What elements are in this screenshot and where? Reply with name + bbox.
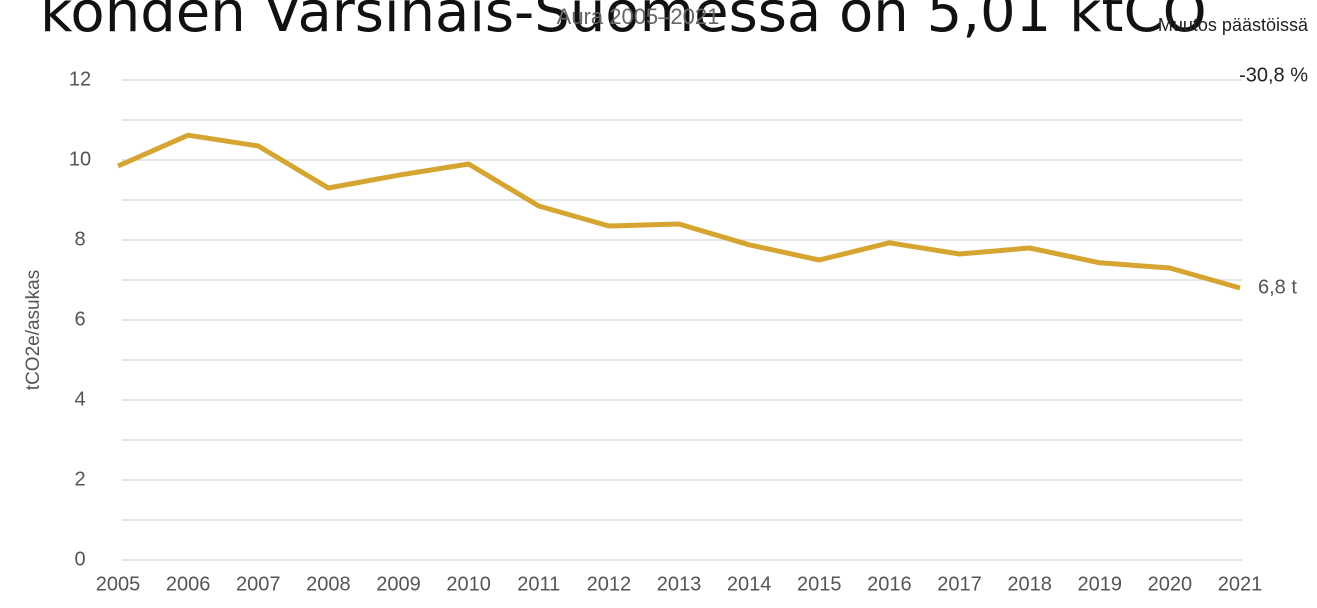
y-tick-label: 0 <box>74 548 85 570</box>
x-tick-label: 2008 <box>306 573 351 595</box>
x-tick-label: 2016 <box>867 573 912 595</box>
value-label: 6,8 t <box>1258 276 1297 298</box>
x-tick-label: 2021 <box>1218 573 1263 595</box>
y-tick-label: 8 <box>74 228 85 250</box>
y-tick-label: 2 <box>74 468 85 490</box>
y-axis-label: tCO2e/asukas <box>23 270 44 390</box>
x-tick-label: 2005 <box>96 573 141 595</box>
x-tick-label: 2011 <box>517 573 560 595</box>
x-tick-label: 2007 <box>236 573 281 595</box>
y-tick-label: 6 <box>74 308 85 330</box>
y-tick-label: 12 <box>69 68 91 90</box>
data-line <box>116 132 1241 291</box>
y-tick-label: 10 <box>69 148 91 170</box>
x-tick-label: 2020 <box>1148 573 1193 595</box>
x-tick-label: 2012 <box>587 573 632 595</box>
annotation-title: Muutos päästöissä <box>1158 15 1309 35</box>
x-tick-label: 2006 <box>166 573 211 595</box>
chart-subtitle: Aura 2005–2021 <box>557 4 720 29</box>
x-tick-label: 2019 <box>1078 573 1123 595</box>
x-tick-label: 2010 <box>446 573 491 595</box>
x-tick-label: 2015 <box>797 573 842 595</box>
y-tick-label: 4 <box>74 388 85 410</box>
overlay-text: kohden Varsinais-Suomessa on 5,01 ktCO <box>40 0 1207 45</box>
x-tick-label: 2009 <box>376 573 421 595</box>
annotation-value: -30,8 % <box>1239 64 1308 86</box>
x-tick-label: 2018 <box>1007 573 1052 595</box>
x-tick-label: 2017 <box>937 573 982 595</box>
x-tick-label: 2013 <box>657 573 702 595</box>
x-tick-label: 2014 <box>727 573 772 595</box>
